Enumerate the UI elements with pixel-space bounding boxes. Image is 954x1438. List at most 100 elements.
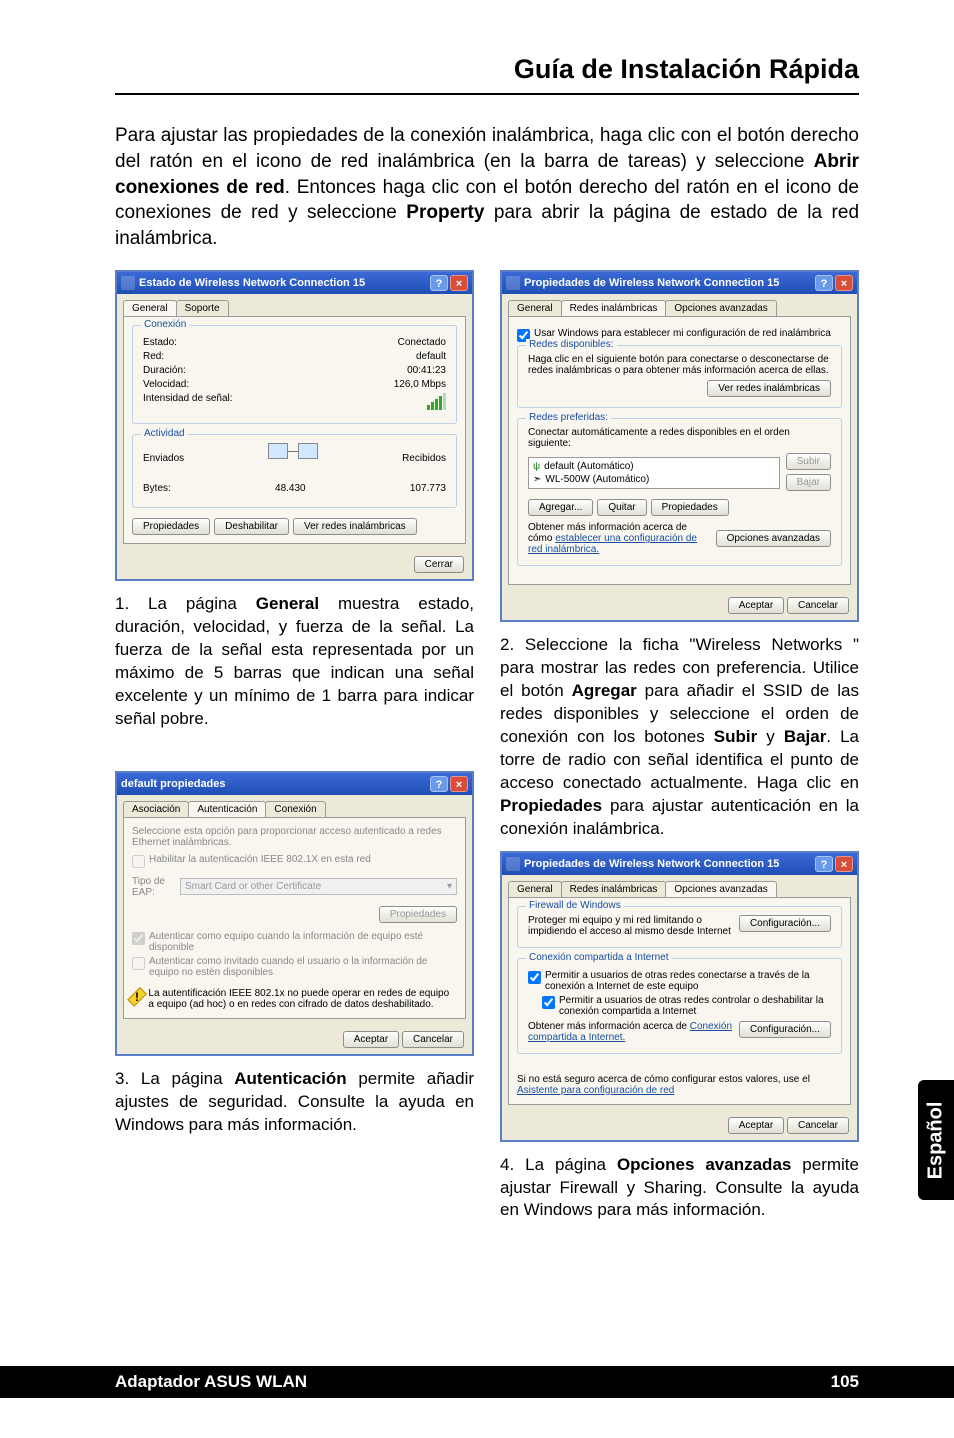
- legend: Actividad: [141, 428, 188, 439]
- configuracion-button[interactable]: Configuración...: [739, 1021, 831, 1038]
- aceptar-button[interactable]: Aceptar: [343, 1031, 399, 1048]
- bajar-button[interactable]: Bajar: [786, 474, 831, 491]
- opciones-avanzadas-button[interactable]: Opciones avanzadas: [716, 530, 831, 547]
- ver-redes-button[interactable]: Ver redes inalámbricas: [707, 380, 831, 397]
- monitors-icon: [268, 443, 318, 473]
- close-icon[interactable]: ×: [835, 856, 853, 872]
- cancelar-button[interactable]: Cancelar: [787, 597, 849, 614]
- cerrar-button[interactable]: Cerrar: [414, 556, 464, 573]
- help-icon[interactable]: ?: [815, 856, 833, 872]
- text: Conectar automáticamente a redes disponi…: [528, 427, 831, 449]
- dialog-estado: Estado de Wireless Network Connection 15…: [115, 270, 474, 581]
- description: Seleccione esta opción para proporcionar…: [132, 826, 457, 848]
- agregar-button[interactable]: Agregar...: [528, 499, 593, 516]
- help-icon[interactable]: ?: [430, 776, 448, 792]
- nic-icon: ➣: [533, 474, 541, 485]
- language-tab: Español: [918, 1080, 954, 1200]
- tabs: General Redes inalámbricas Opciones avan…: [502, 875, 857, 897]
- tab-opciones-avanzadas[interactable]: Opciones avanzadas: [665, 881, 776, 897]
- propiedades-button[interactable]: Propiedades: [651, 499, 729, 516]
- group-firewall: Firewall de Windows Proteger mi equipo y…: [517, 906, 842, 948]
- configuracion-button[interactable]: Configuración...: [739, 915, 831, 932]
- label: Red:: [143, 351, 164, 362]
- value: 126,0 Mbps: [394, 379, 446, 390]
- tab-general[interactable]: General: [123, 300, 177, 316]
- tab-redes-inalambricas[interactable]: Redes inalámbricas: [561, 881, 667, 897]
- legend: Conexión compartida a Internet: [526, 952, 672, 963]
- label: Autenticar como equipo cuando la informa…: [149, 931, 457, 953]
- dialog-title: Estado de Wireless Network Connection 15: [139, 277, 365, 289]
- bytes-sent: 48.430: [171, 483, 410, 494]
- tab-opciones-avanzadas[interactable]: Opciones avanzadas: [665, 300, 776, 316]
- label: default (Automático): [544, 461, 634, 472]
- aut-invitado-checkbox[interactable]: [132, 957, 145, 970]
- tab-redes-inalambricas[interactable]: Redes inalámbricas: [561, 300, 667, 316]
- dialog-default-propiedades: default propiedades ? × Asociación Auten…: [115, 771, 474, 1056]
- eap-label: Tipo de EAP:: [132, 876, 174, 898]
- help-icon[interactable]: ?: [815, 275, 833, 291]
- close-icon[interactable]: ×: [450, 776, 468, 792]
- cancelar-button[interactable]: Cancelar: [402, 1031, 464, 1048]
- ics-controlar-checkbox[interactable]: [542, 996, 555, 1009]
- aceptar-button[interactable]: Aceptar: [728, 1117, 784, 1134]
- enable-8021x-checkbox[interactable]: [132, 855, 145, 868]
- network-icon: [506, 276, 520, 290]
- asistente-link[interactable]: Asistente para configuración de red: [517, 1085, 674, 1096]
- network-icon: [506, 857, 520, 871]
- label: Estado:: [143, 337, 177, 348]
- cancelar-button[interactable]: Cancelar: [787, 1117, 849, 1134]
- tabs: Asociación Autenticación Conexión: [117, 795, 472, 817]
- subir-button[interactable]: Subir: [786, 453, 831, 470]
- quitar-button[interactable]: Quitar: [597, 499, 646, 516]
- legend: Conexión: [141, 319, 189, 330]
- bytes-recv: 107.773: [410, 483, 446, 494]
- propiedades-button[interactable]: Propiedades: [379, 906, 457, 923]
- footer-help: Si no está seguro acerca de cómo configu…: [517, 1074, 842, 1096]
- propiedades-button[interactable]: Propiedades: [132, 518, 210, 535]
- group-actividad: Actividad Enviados Recibidos Bytes: 48.4…: [132, 434, 457, 508]
- ver-redes-button[interactable]: Ver redes inalámbricas: [293, 518, 417, 535]
- intro-paragraph: Para ajustar las propiedades de la conex…: [115, 123, 859, 252]
- titlebar: default propiedades ? ×: [117, 773, 472, 795]
- legend: Redes disponibles:: [526, 339, 617, 350]
- text: Obtener más información acerca de: [528, 1021, 687, 1032]
- help-icon[interactable]: ?: [430, 275, 448, 291]
- group-ics: Conexión compartida a Internet Permitir …: [517, 958, 842, 1054]
- label: Habilitar la autenticación IEEE 802.1X e…: [149, 854, 371, 865]
- preferred-networks-list[interactable]: ψ default (Automático) ➣ WL-500W (Automá…: [528, 457, 780, 489]
- tab-conexion[interactable]: Conexión: [265, 801, 325, 817]
- legend: Redes preferidas:: [526, 412, 611, 423]
- list-item[interactable]: ψ default (Automático): [531, 460, 777, 473]
- label: Intensidad de señal:: [143, 393, 233, 410]
- wireless-icon: [121, 276, 135, 290]
- tab-general[interactable]: General: [508, 300, 562, 316]
- eap-value: Smart Card or other Certificate: [185, 881, 321, 892]
- value: Conectado: [398, 337, 446, 348]
- footer-page-number: 105: [831, 1372, 859, 1392]
- close-icon[interactable]: ×: [450, 275, 468, 291]
- group-conexion: Conexión Estado:Conectado Red:default Du…: [132, 325, 457, 424]
- label: WL-500W (Automático): [545, 474, 649, 485]
- label: Enviados: [143, 453, 184, 464]
- dialog-opciones-avanzadas: Propiedades de Wireless Network Connecti…: [500, 851, 859, 1142]
- label: Velocidad:: [143, 379, 189, 390]
- eap-type-select[interactable]: Smart Card or other Certificate ▾: [180, 878, 457, 895]
- tab-general[interactable]: General: [508, 881, 562, 897]
- close-icon[interactable]: ×: [835, 275, 853, 291]
- tabs: General Soporte: [117, 294, 472, 316]
- dialog-title: default propiedades: [121, 778, 226, 790]
- tab-soporte[interactable]: Soporte: [176, 300, 229, 316]
- aut-equipo-checkbox[interactable]: [132, 932, 145, 945]
- deshabilitar-button[interactable]: Deshabilitar: [214, 518, 289, 535]
- dialog-title: Propiedades de Wireless Network Connecti…: [524, 277, 779, 289]
- list-item[interactable]: ➣ WL-500W (Automático): [531, 473, 777, 486]
- footer-product: Adaptador ASUS WLAN: [115, 1372, 307, 1392]
- ics-permitir-checkbox[interactable]: [528, 971, 541, 984]
- tab-autenticacion[interactable]: Autenticación: [188, 801, 266, 817]
- caption-2: 2. Seleccione la ficha "Wireless Network…: [500, 634, 859, 840]
- warning-text: La autentificación IEEE 802.1x no puede …: [148, 988, 457, 1010]
- text: Haga clic en el siguiente botón para con…: [528, 354, 831, 376]
- tab-asociacion[interactable]: Asociación: [123, 801, 189, 817]
- dialog-title: Propiedades de Wireless Network Connecti…: [524, 858, 779, 870]
- aceptar-button[interactable]: Aceptar: [728, 597, 784, 614]
